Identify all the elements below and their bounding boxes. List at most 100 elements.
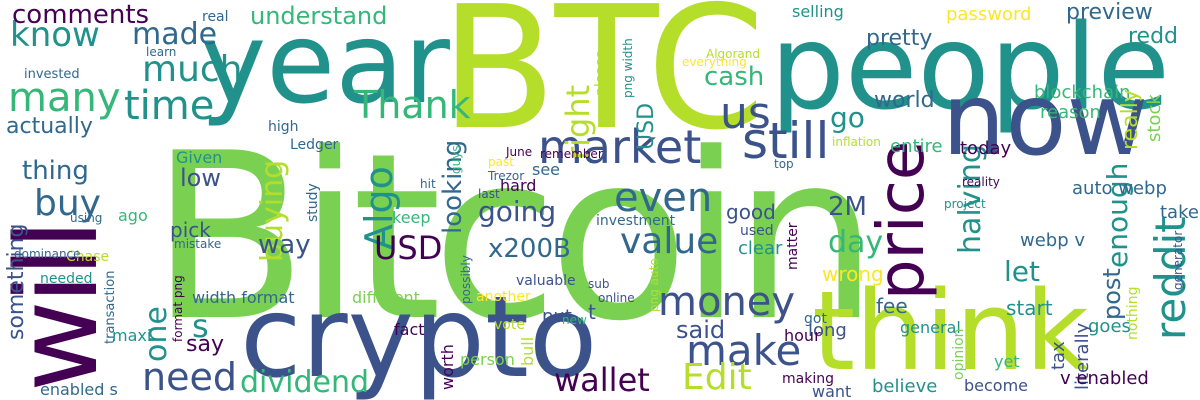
word-hour: hour: [784, 326, 821, 345]
word-really: really: [1118, 89, 1143, 150]
word-redd: redd: [1128, 24, 1179, 49]
word-us: us: [720, 88, 771, 139]
word-blockchain: blockchain: [1034, 82, 1131, 103]
word-mistake: mistake: [174, 237, 222, 251]
word-value: value: [620, 221, 719, 262]
word-keep: keep: [392, 208, 431, 227]
word-trezor: Trezor: [488, 169, 525, 183]
word-thing: thing: [22, 156, 89, 186]
word-making: making: [782, 371, 834, 387]
word-got: got: [804, 311, 827, 327]
word-comments: comments: [12, 0, 150, 30]
word-guys: guys: [449, 145, 463, 174]
word-june: June: [506, 145, 533, 159]
word-learn: learn: [146, 45, 177, 59]
word-start: start: [1006, 296, 1053, 320]
word-stock: stock: [1144, 94, 1165, 142]
word-wrong: wrong: [822, 262, 884, 286]
word-fee: fee: [876, 294, 908, 318]
word-person: person: [460, 350, 515, 369]
word-way: way: [258, 230, 311, 260]
word-investment: investment: [596, 213, 676, 229]
word-project: USD: [634, 102, 659, 150]
word-know: know: [10, 15, 100, 55]
word-png-width: png width: [621, 38, 635, 98]
word-people: people: [770, 0, 1170, 136]
word-last: last: [478, 187, 500, 201]
word-high: high: [268, 119, 299, 135]
word-goes: goes: [1088, 316, 1131, 337]
word-everything: everything: [682, 55, 747, 69]
word-buy: buy: [34, 183, 101, 224]
word-need: need: [142, 355, 237, 399]
word-preview: preview: [1066, 0, 1153, 25]
word-believe: believe: [872, 376, 938, 397]
word-pick: pick: [170, 218, 211, 242]
word-wallet: wallet: [554, 361, 650, 399]
word-going: going: [478, 195, 557, 228]
word-dominance: dominance: [14, 247, 81, 261]
word-ago: ago: [118, 206, 148, 225]
word-nothing: nothing: [1125, 286, 1141, 340]
word-still: still: [742, 112, 830, 170]
word-vote: vote: [494, 317, 525, 333]
word-understand: understand: [250, 2, 388, 30]
word-auto-webp: auto webp: [1072, 178, 1167, 199]
word-2m: 2M: [828, 192, 867, 222]
word-usd-small: project: [944, 197, 986, 211]
word-webp-v: webp v: [1020, 230, 1086, 251]
word-x200b: x200B: [488, 234, 571, 264]
word-yet: yet: [994, 352, 1020, 371]
word-today: today: [960, 138, 1012, 159]
word-selling: selling: [792, 2, 844, 21]
word-past: past: [488, 155, 514, 169]
word-reason: reason: [1040, 102, 1101, 123]
word-many: many: [8, 75, 121, 121]
word-time: time: [124, 83, 215, 129]
word-pretty: pretty: [866, 26, 933, 51]
word-say: say: [186, 332, 224, 357]
word-given: Given: [176, 148, 223, 167]
word-crypto: crypto: [240, 273, 598, 400]
word-year: year: [200, 0, 450, 129]
word-hard: hard: [500, 176, 537, 195]
word-money: money: [658, 279, 796, 325]
word-want: want: [812, 382, 852, 400]
word-day: day: [828, 225, 884, 260]
word-needed: needed: [40, 271, 93, 287]
word-please: please: [593, 50, 609, 96]
word-go: go: [830, 101, 865, 134]
word-s: s: [192, 307, 209, 345]
word-tax: tax: [1048, 341, 1069, 370]
word-enabled-s: enabled s: [40, 380, 118, 399]
word-study: study: [305, 183, 321, 222]
word-put: put: [542, 306, 572, 327]
word-inflation: inflation: [832, 135, 881, 149]
word-usd: USD: [374, 229, 443, 267]
word-algorand: Algorand: [706, 47, 761, 61]
word-made: made: [132, 17, 218, 52]
word-actually: actually: [6, 114, 93, 139]
word-sub: sub: [588, 277, 610, 291]
word-matter: matter: [785, 222, 801, 270]
word-dividend: dividend: [240, 365, 370, 400]
word-let: let: [1004, 255, 1040, 288]
word-make: make: [686, 326, 802, 375]
word-ledger: Ledger: [290, 137, 339, 153]
word-maxi: maxi: [112, 326, 152, 345]
word-general: general: [900, 318, 961, 337]
word-bull: bull: [518, 336, 537, 366]
word-low: low: [180, 164, 221, 192]
word-said: said: [676, 316, 726, 344]
word-real: real: [202, 9, 229, 25]
word-take: take: [1160, 202, 1199, 223]
word-new: new: [562, 313, 587, 327]
word-opinion: opinion: [951, 328, 967, 380]
word-bitcoin: Bitcoin: [150, 105, 879, 372]
word-long: long: [808, 320, 847, 341]
word-think: think: [812, 267, 1089, 395]
word-remember: remember: [540, 147, 603, 161]
word-possibly: possibly: [459, 255, 473, 304]
word-online: online: [598, 291, 635, 305]
